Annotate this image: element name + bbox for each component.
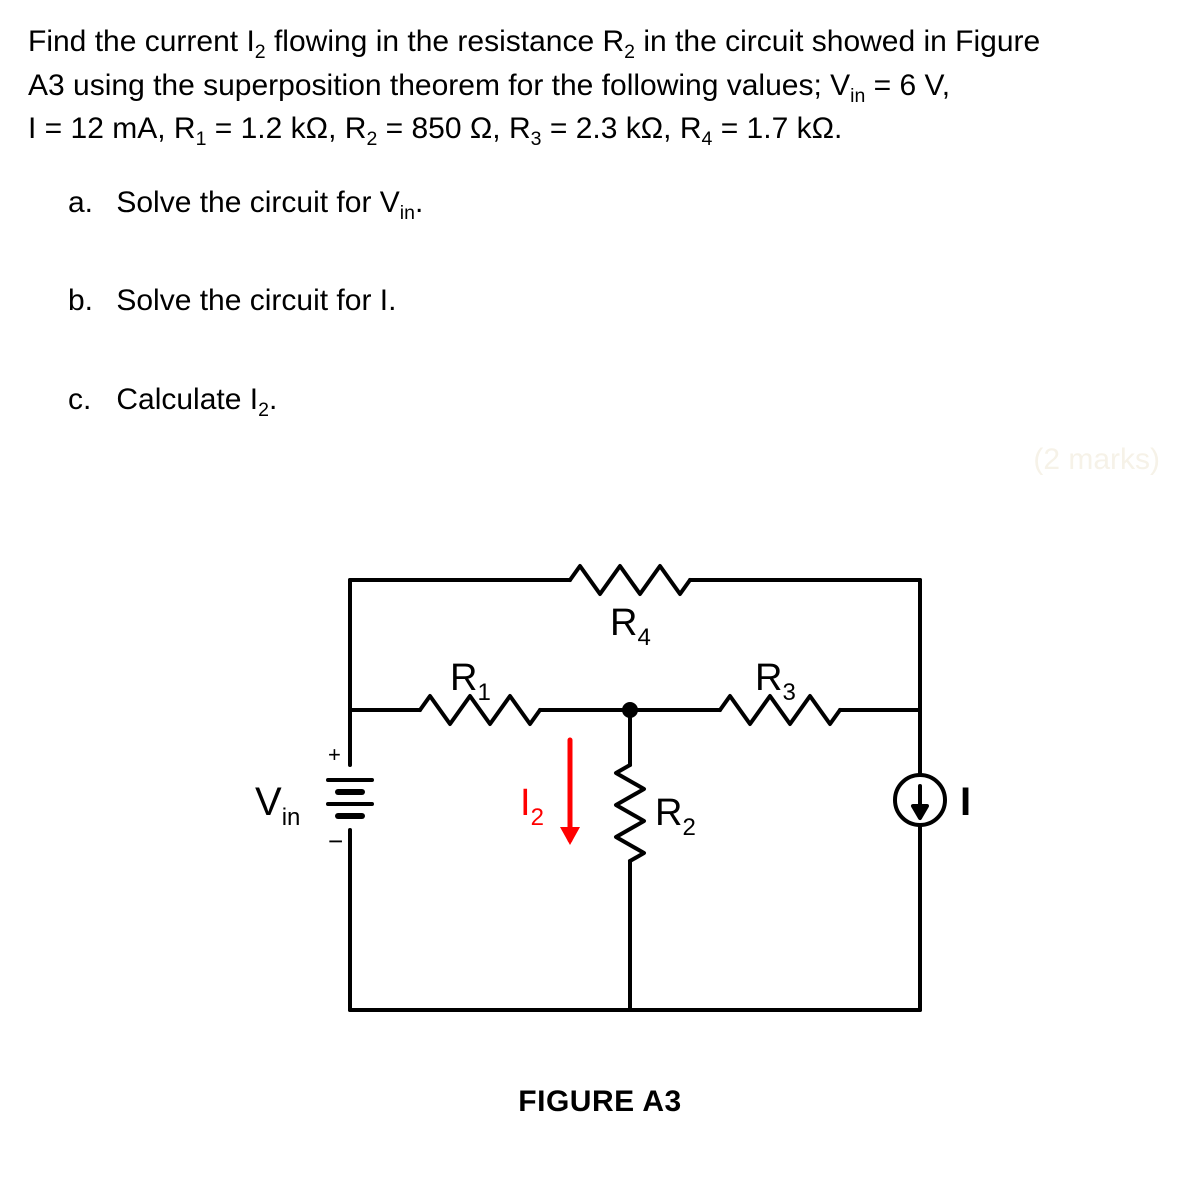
text: = 6 V, <box>865 69 950 102</box>
sub: 3 <box>531 128 542 150</box>
minus-sign: − <box>328 826 343 856</box>
faded-marks: (2 marks) <box>1033 438 1160 482</box>
text: Calculate I <box>116 383 258 416</box>
sub: 4 <box>702 128 713 150</box>
marker: c. <box>68 378 108 422</box>
text: = 2.3 kΩ, R <box>542 112 702 145</box>
text: . <box>269 383 277 416</box>
text: = 850 Ω, R <box>377 112 530 145</box>
label-r1: R1 <box>450 657 491 706</box>
label-r2: R2 <box>655 792 696 841</box>
plus-sign: + <box>328 742 341 767</box>
sub: 2 <box>255 41 266 63</box>
sub: 2 <box>366 128 377 150</box>
text: = 1.2 kΩ, R <box>206 112 366 145</box>
sub: 2 <box>624 41 635 63</box>
text: in the circuit showed in Figure <box>643 25 1040 58</box>
parts-list: a. Solve the circuit for Vin. b. Solve t… <box>68 181 1172 422</box>
circuit-diagram: Vin + − R4 R1 R3 R2 I2 I <box>200 540 1000 1060</box>
part-b: b. Solve the circuit for I. <box>68 279 1172 323</box>
text: Solve the circuit for I. <box>116 284 396 317</box>
label-r3: R3 <box>755 657 796 706</box>
part-c: c. Calculate I2. <box>68 378 1172 422</box>
text: Solve the circuit for V <box>116 186 399 219</box>
sub: 2 <box>258 399 269 421</box>
label-i: I <box>960 780 971 824</box>
figure-caption: FIGURE A3 <box>0 1080 1200 1124</box>
text: . <box>415 186 423 219</box>
text: = 1.7 kΩ. <box>712 112 842 145</box>
sub: in <box>850 85 865 107</box>
sub: in <box>400 202 415 224</box>
text: I = 12 mA, R <box>28 112 196 145</box>
figure-a3: Vin + − R4 R1 R3 R2 I2 I FIGURE A3 <box>0 540 1200 1124</box>
label-r4: R4 <box>610 602 651 651</box>
sub: 1 <box>196 128 207 150</box>
marker: b. <box>68 279 108 323</box>
part-a: a. Solve the circuit for Vin. <box>68 181 1172 225</box>
text: A3 using the superposition theorem for t… <box>28 69 850 102</box>
label-vin: Vin <box>255 780 300 831</box>
text: flowing in the resistance R <box>266 25 625 58</box>
label-i2: I2 <box>520 782 544 831</box>
text: Find the current I <box>28 25 255 58</box>
marker: a. <box>68 181 108 225</box>
problem-statement: Find the current I2 flowing in the resis… <box>28 20 1172 151</box>
